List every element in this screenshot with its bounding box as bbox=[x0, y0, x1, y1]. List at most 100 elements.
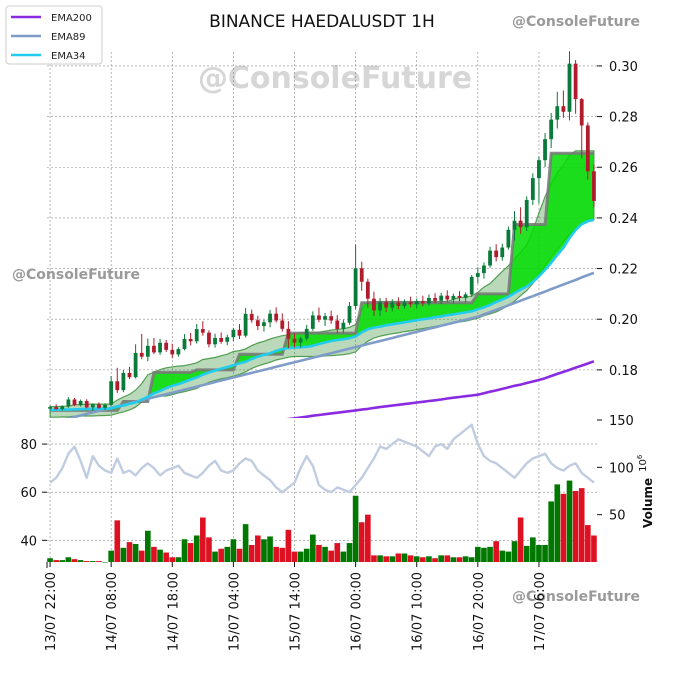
candle-body bbox=[255, 320, 260, 327]
volume-bar bbox=[493, 541, 499, 562]
candle-body bbox=[249, 313, 254, 321]
candle-body bbox=[475, 273, 480, 277]
volume-bar bbox=[102, 562, 108, 563]
volume-bar bbox=[138, 550, 145, 562]
volume-bar bbox=[401, 553, 408, 562]
candle-body bbox=[488, 250, 492, 266]
candle-body bbox=[48, 407, 52, 409]
candle-body bbox=[115, 381, 120, 391]
x-tick-label: 15/07 04:00 bbox=[227, 572, 242, 651]
volume-bar bbox=[585, 525, 591, 562]
watermark-center: @ConsoleFuture bbox=[198, 61, 472, 96]
volume-bar bbox=[578, 488, 585, 562]
candle-body bbox=[298, 338, 303, 343]
volume-bar bbox=[200, 517, 206, 562]
candle-body bbox=[585, 125, 590, 172]
volume-bar bbox=[65, 557, 72, 562]
volume-bar bbox=[96, 561, 102, 562]
candle-body bbox=[457, 295, 462, 298]
candle-body bbox=[213, 337, 217, 345]
volume-bar bbox=[175, 557, 182, 562]
volume-tick-label: 100 bbox=[609, 461, 634, 476]
candle-body bbox=[268, 313, 272, 323]
watermark-top-right: @ConsoleFuture bbox=[512, 14, 640, 30]
volume-bar bbox=[536, 544, 542, 562]
volume-bar bbox=[224, 546, 231, 562]
candle-body bbox=[158, 342, 162, 353]
candle-body bbox=[555, 106, 560, 120]
candle-body bbox=[60, 406, 65, 410]
volume-bar bbox=[273, 546, 279, 562]
volume-bar bbox=[291, 551, 298, 562]
volume-bar bbox=[432, 558, 438, 562]
candle-body bbox=[408, 302, 413, 305]
candle-body bbox=[378, 302, 382, 311]
candle-body bbox=[537, 160, 541, 179]
volume-bar bbox=[157, 549, 163, 562]
volume-bar bbox=[340, 551, 347, 562]
watermark-left: @ConsoleFuture bbox=[12, 267, 140, 283]
volume-bar bbox=[163, 552, 169, 562]
price-panel bbox=[48, 51, 596, 418]
candle-body bbox=[262, 322, 266, 327]
volume-axis-label-text: Volume bbox=[641, 478, 655, 528]
x-tick-label: 13/07 22:00 bbox=[44, 572, 59, 651]
candle-body bbox=[243, 313, 248, 336]
candle-body bbox=[365, 281, 370, 299]
volume-bar bbox=[230, 539, 237, 562]
watermarks: @ConsoleFuture @ConsoleFuture @ConsoleFu… bbox=[12, 14, 640, 605]
candle-body bbox=[84, 401, 89, 408]
volume-bar bbox=[560, 493, 567, 562]
line-ema34 bbox=[50, 218, 595, 412]
volume-bar bbox=[236, 548, 243, 562]
candle-body bbox=[54, 407, 59, 410]
volume-bar bbox=[71, 559, 78, 562]
candle-body bbox=[78, 401, 83, 406]
volume-tick-label: 150 bbox=[609, 414, 634, 429]
candle-body bbox=[427, 297, 431, 304]
volume-bar bbox=[505, 551, 512, 562]
volume-bar bbox=[169, 557, 176, 562]
candle-body bbox=[310, 315, 315, 329]
candle-body bbox=[121, 372, 126, 391]
candle-body bbox=[524, 199, 529, 228]
candle-body bbox=[164, 342, 169, 350]
candle-body bbox=[219, 337, 224, 342]
volume-bar bbox=[181, 539, 188, 562]
volume-bar bbox=[206, 537, 212, 562]
candle-body bbox=[494, 250, 499, 258]
volume-bar bbox=[114, 520, 121, 562]
price-tick-label: 0.18 bbox=[609, 364, 638, 379]
volume-axis-unit-exp: 6 bbox=[636, 454, 644, 459]
x-tick-label: 16/07 00:00 bbox=[350, 572, 365, 651]
candle-body bbox=[127, 372, 132, 378]
volume-bar bbox=[517, 517, 524, 562]
candle-body bbox=[390, 302, 395, 308]
volume-bar bbox=[310, 534, 316, 562]
volume-bar bbox=[316, 544, 322, 562]
price-tick-label: 0.20 bbox=[609, 313, 638, 328]
legend-label: EMA89 bbox=[51, 32, 86, 43]
candle-body bbox=[200, 329, 205, 333]
candle-body bbox=[359, 268, 364, 282]
candle-body bbox=[139, 352, 144, 357]
volume-bar bbox=[413, 556, 420, 562]
volume-bar bbox=[499, 550, 506, 562]
x-tick-label: 15/07 14:00 bbox=[289, 572, 304, 651]
volume-tick-label: 50 bbox=[609, 509, 626, 524]
volume-axis-title: Volume 106 bbox=[636, 454, 655, 528]
volume-bar bbox=[542, 544, 548, 562]
candle-body bbox=[103, 404, 107, 408]
volume-bar bbox=[145, 530, 151, 562]
volume-bar bbox=[554, 484, 561, 562]
volume-bar bbox=[426, 556, 432, 562]
secondary-tick-label: 80 bbox=[20, 438, 37, 453]
volume-bar bbox=[377, 555, 383, 562]
legend-box bbox=[5, 5, 103, 65]
candle-body bbox=[292, 338, 297, 343]
volume-bar bbox=[383, 556, 389, 562]
candle-body bbox=[482, 265, 486, 274]
candle-body bbox=[567, 63, 572, 112]
volume-bar bbox=[407, 555, 414, 562]
price-tick-label: 0.26 bbox=[609, 161, 638, 176]
